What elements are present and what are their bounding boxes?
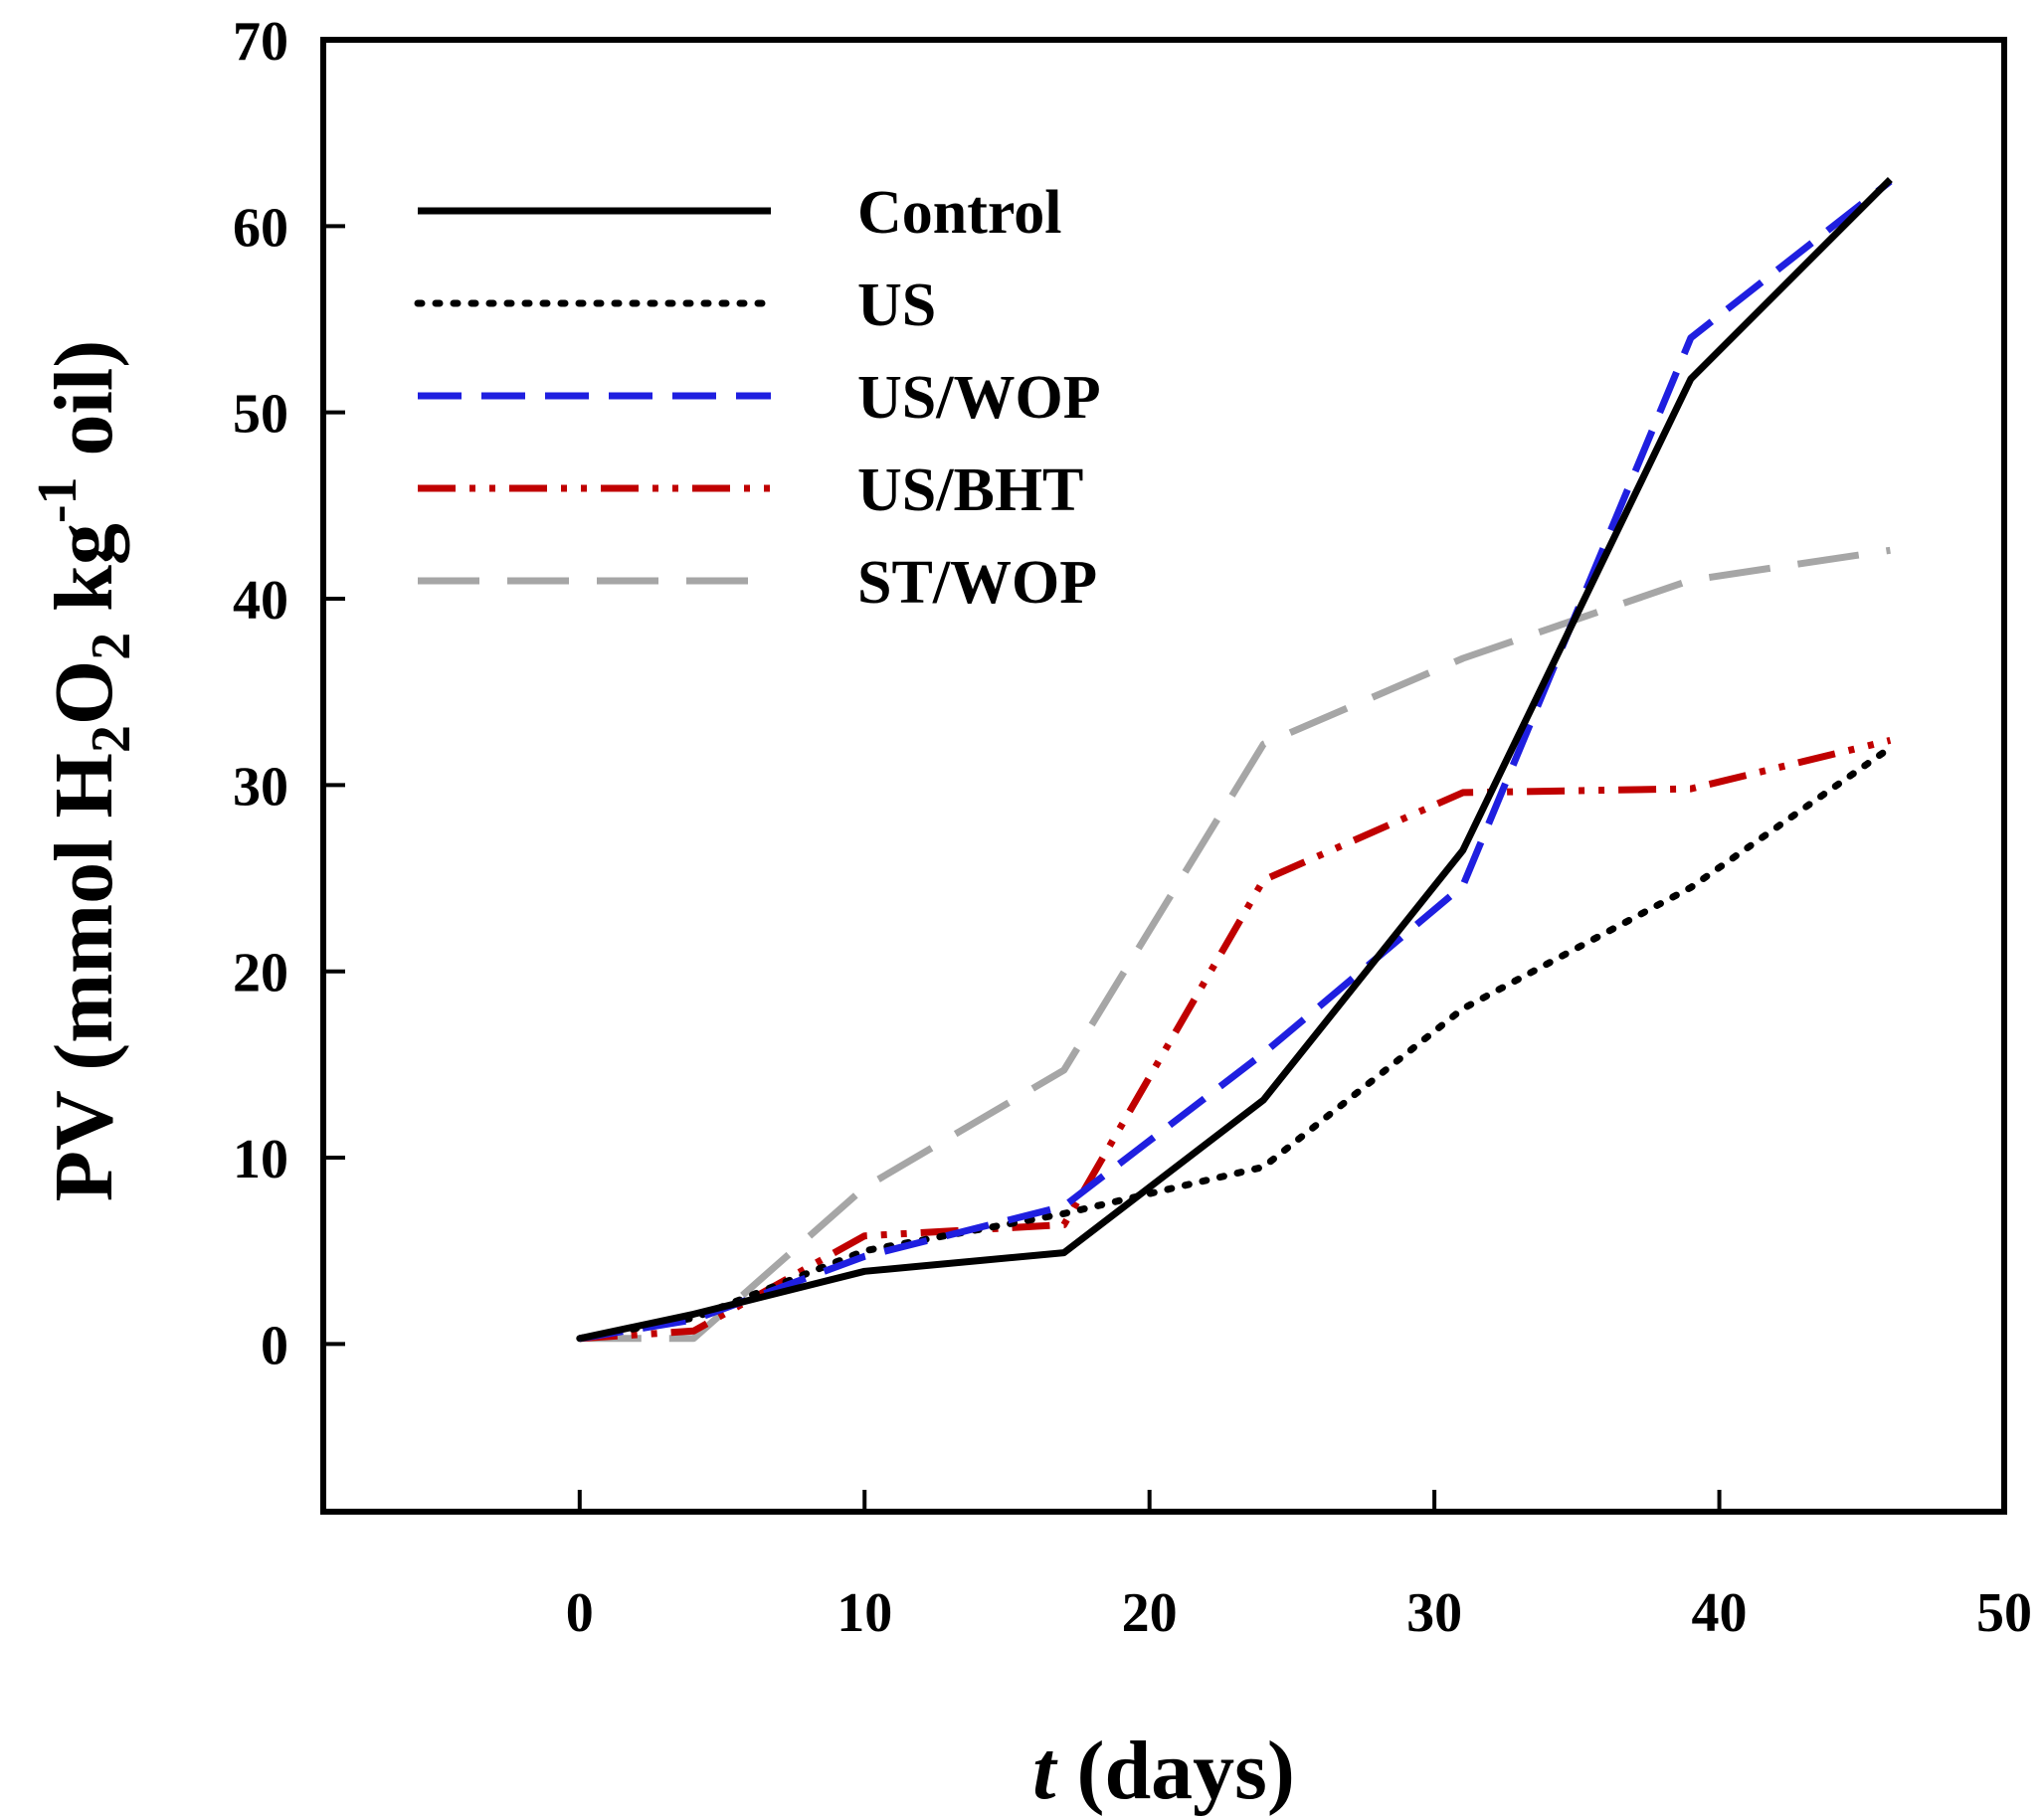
legend: Control US US/WOP US/BHT ST/WOP	[414, 179, 1101, 617]
x-axis-label-variable: t	[1032, 1725, 1058, 1817]
series-line-us-wop	[579, 178, 1893, 1343]
y-label-sub-1: 2	[81, 725, 142, 753]
series-line-us	[576, 744, 1894, 1343]
y-tick-label: 20	[233, 943, 288, 1004]
legend-label: Control	[857, 179, 1062, 247]
y-label-sub-2: 2	[81, 633, 142, 660]
y-label-part-2: O	[38, 660, 130, 725]
legend-label: US/WOP	[857, 364, 1101, 432]
y-tick-label: 60	[233, 197, 288, 259]
y-tick-label: 40	[233, 570, 288, 632]
legend-label: US	[857, 272, 936, 339]
x-tick-label: 10	[836, 1582, 892, 1644]
x-axis-label: t (days)	[1032, 1725, 1295, 1817]
y-label-sup: -1	[27, 476, 89, 523]
x-tick-label: 30	[1406, 1582, 1462, 1644]
y-tick-label: 50	[233, 384, 288, 446]
y-tick-label: 70	[233, 11, 288, 73]
x-axis-label-unit: (days)	[1055, 1725, 1294, 1817]
y-tick-label: 0	[261, 1315, 288, 1376]
series-layer	[576, 177, 1894, 1343]
series-line-st-wop	[579, 546, 1891, 1343]
legend-label: US/BHT	[857, 456, 1083, 524]
y-axis-label: PV (mmol H2O2 kg-1 oil)	[27, 340, 142, 1201]
y-tick-label: 10	[233, 1129, 288, 1190]
x-tick-label: 40	[1692, 1582, 1748, 1644]
y-label-part-4: oil)	[38, 340, 130, 477]
y-label-part-3: kg	[38, 523, 130, 633]
series-line-control	[579, 177, 1893, 1343]
series-line-us-bht	[579, 736, 1892, 1343]
x-axis-ticks: 0 10 20 30 40 50	[566, 1490, 2032, 1644]
y-label-part-1: PV (mmol H	[38, 753, 130, 1201]
legend-label: ST/WOP	[857, 549, 1097, 617]
x-tick-label: 20	[1122, 1582, 1178, 1644]
y-tick-label: 30	[233, 756, 288, 818]
y-axis-ticks: 0 10 20 30 40 50 60 70	[233, 11, 345, 1376]
x-tick-label: 0	[566, 1582, 594, 1644]
plot-frame	[320, 37, 2007, 1515]
x-tick-label: 50	[1976, 1582, 2032, 1644]
